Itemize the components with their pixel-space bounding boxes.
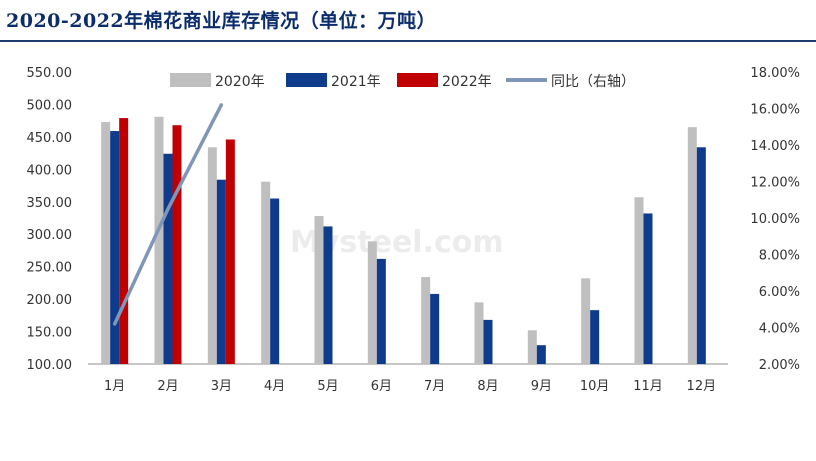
bar-2020 — [421, 277, 431, 364]
bar-2021 — [216, 179, 226, 364]
right-tick-label: 10.00% — [750, 212, 800, 227]
bar-2022 — [172, 125, 182, 364]
x-axis-categories: 1月 2月 3月 4月 5月 6月 7月 8月 9月 10月 11月 12月 — [104, 379, 716, 394]
legend-label: 2021年 — [331, 74, 381, 90]
left-tick-label: 450.00 — [27, 131, 73, 146]
bar-2020 — [207, 147, 217, 364]
bar-2020 — [314, 216, 324, 364]
bar-2020 — [687, 127, 697, 365]
chart-title: 2020-2022年棉花商业库存情况（单位：万吨） — [6, 10, 437, 32]
right-axis: 2.00% 4.00% 6.00% 8.00% 10.00% 12.00% 14.00% 16… — [750, 66, 800, 373]
yoy-line — [112, 103, 224, 326]
left-tick-label: 400.00 — [27, 163, 73, 178]
legend-swatch — [397, 73, 438, 87]
bar-2020 — [261, 181, 271, 364]
category-label: 9月 — [531, 379, 552, 394]
title-divider — [0, 40, 816, 42]
legend-label: 同比（右轴） — [551, 74, 635, 90]
bar-2021 — [643, 213, 653, 364]
bar-2020 — [101, 121, 111, 364]
left-tick-label: 350.00 — [27, 196, 73, 211]
bar-2021 — [323, 226, 333, 364]
left-tick-label: 200.00 — [27, 293, 73, 308]
right-tick-label: 14.00% — [750, 139, 800, 154]
bar-2021 — [110, 131, 120, 364]
bar-2021 — [696, 147, 706, 364]
category-label: 7月 — [424, 379, 445, 394]
right-tick-label: 8.00% — [759, 249, 800, 264]
bar-2021 — [376, 258, 386, 364]
bar-2022 — [119, 118, 129, 365]
bar-2020 — [634, 197, 644, 364]
right-tick-label: 18.00% — [750, 66, 800, 81]
bar-2021 — [163, 153, 173, 364]
bar-2020 — [581, 278, 591, 364]
line-series — [112, 103, 224, 326]
left-tick-label: 550.00 — [27, 66, 73, 81]
bar-2021 — [483, 319, 493, 364]
bar-2021 — [270, 198, 280, 364]
legend-label: 2020年 — [215, 74, 265, 90]
left-tick-label: 500.00 — [27, 98, 73, 113]
legend-swatch — [170, 73, 211, 87]
bar-series — [101, 116, 706, 365]
left-tick-label: 150.00 — [27, 326, 73, 341]
category-label: 11月 — [633, 379, 663, 394]
category-label: 10月 — [580, 379, 610, 394]
legend: 2020年 2021年 2022年 同比（右轴） — [170, 73, 635, 90]
bar-2021 — [590, 310, 600, 364]
bar-2020 — [154, 116, 164, 364]
category-label: 12月 — [687, 379, 717, 394]
right-tick-label: 12.00% — [750, 176, 800, 191]
category-label: 5月 — [317, 379, 338, 394]
left-tick-label: 300.00 — [27, 228, 73, 243]
category-label: 4月 — [264, 379, 285, 394]
legend-label: 2022年 — [442, 74, 492, 90]
left-tick-label: 100.00 — [27, 358, 73, 373]
right-tick-label: 2.00% — [759, 358, 800, 373]
category-label: 6月 — [371, 379, 392, 394]
bar-2020 — [474, 302, 484, 364]
bar-2022 — [225, 139, 235, 364]
category-label: 2月 — [157, 379, 178, 394]
category-label: 8月 — [477, 379, 498, 394]
left-axis: 100.00 150.00 200.00 250.00 300.00 350.00 400.… — [27, 66, 73, 373]
legend-swatch — [286, 73, 327, 87]
bar-2020 — [367, 241, 377, 364]
right-tick-label: 16.00% — [750, 103, 800, 118]
category-label: 3月 — [211, 379, 232, 394]
left-tick-label: 250.00 — [27, 261, 73, 276]
bar-2021 — [536, 345, 546, 364]
right-tick-label: 6.00% — [759, 285, 800, 300]
right-tick-label: 4.00% — [759, 322, 800, 337]
bar-2020 — [527, 330, 537, 364]
bar-2021 — [430, 293, 440, 364]
category-label: 1月 — [104, 379, 125, 394]
